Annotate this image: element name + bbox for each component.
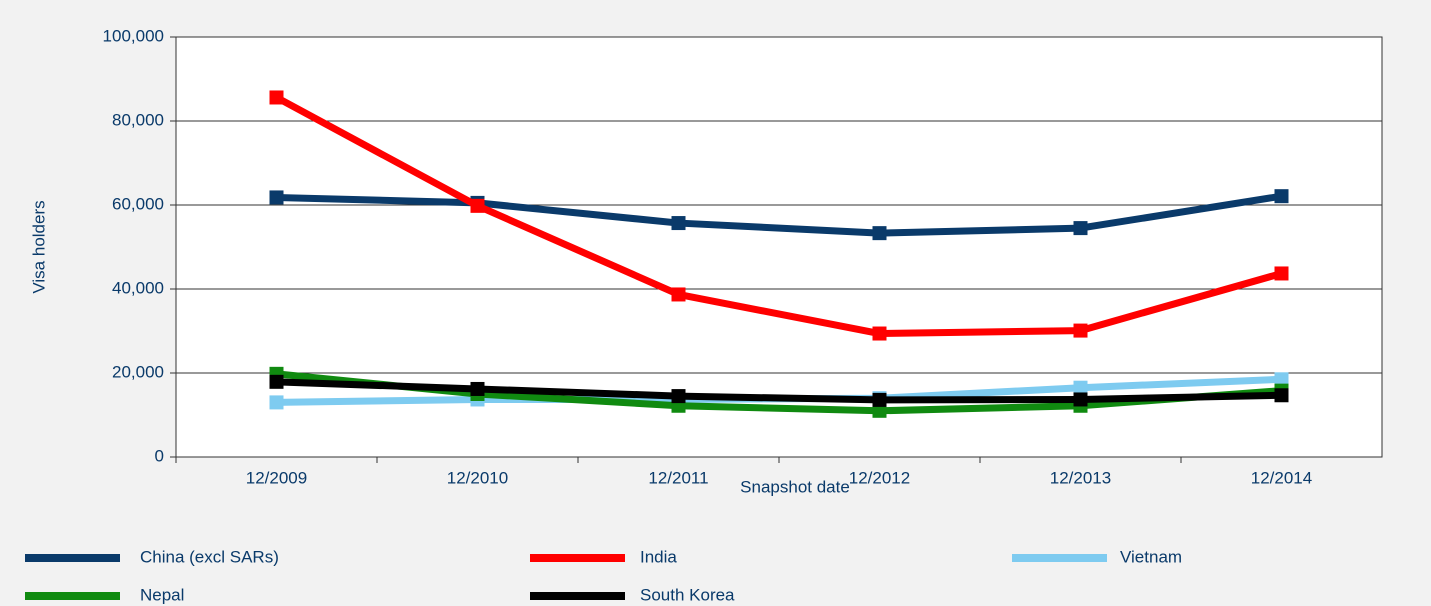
marker [1274,372,1289,387]
x-axis-label: Snapshot date [740,477,850,496]
marker [470,381,485,396]
marker [470,198,485,213]
legend-label: Nepal [140,585,184,604]
marker [872,326,887,341]
series-line [276,378,1282,404]
y-tick-label: 80,000 [112,110,164,129]
legend-label: Vietnam [1120,547,1182,566]
x-tick-label: 12/2012 [849,468,910,487]
series-line [276,192,1283,237]
marker [872,403,887,418]
marker [269,90,284,105]
x-tick-label: 12/2013 [1050,468,1111,487]
marker [1274,266,1289,281]
marker [1274,189,1289,204]
y-tick-label: 60,000 [112,194,164,213]
marker [1073,380,1088,395]
x-tick-label: 12/2009 [246,468,307,487]
marker [269,395,284,410]
legend-label: India [640,547,677,566]
marker [1073,323,1088,338]
legend-label: China (excl SARs) [140,547,279,566]
legend-label: South Korea [640,585,735,604]
marker [671,389,686,404]
marker [1073,221,1088,236]
marker [671,287,686,302]
x-tick-label: 12/2010 [447,468,508,487]
y-tick-label: 20,000 [112,362,164,381]
marker [872,226,887,241]
y-axis-label: Visa holders [29,200,48,293]
x-tick-label: 12/2014 [1251,468,1312,487]
marker [872,392,887,407]
y-tick-label: 40,000 [112,278,164,297]
y-tick-label: 100,000 [103,26,164,45]
marker [671,216,686,231]
series-line [274,94,1283,338]
x-tick-label: 12/2011 [648,468,708,487]
marker [1274,388,1289,403]
marker [269,190,284,205]
marker [269,374,284,389]
marker [1073,392,1088,407]
y-tick-label: 0 [155,446,164,465]
